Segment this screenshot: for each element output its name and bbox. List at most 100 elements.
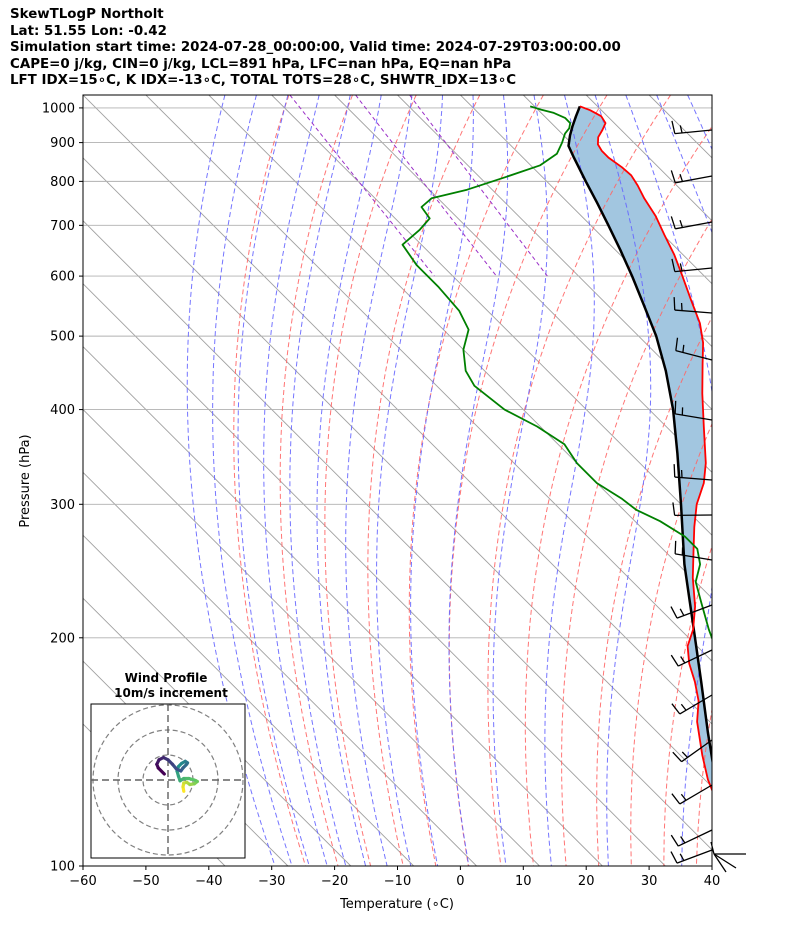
y-tick-label: 600	[50, 270, 75, 285]
y-tick-label: 300	[50, 498, 75, 513]
moist-adiabat-line	[237, 95, 310, 866]
wind-barb	[674, 400, 713, 421]
y-tick-label: 1000	[42, 101, 75, 116]
title-coordinates: Lat: 51.55 Lon: -0.42	[10, 23, 167, 39]
x-tick-label: −30	[258, 874, 285, 889]
isotherm-line	[83, 345, 603, 866]
dewpoint-line	[401, 105, 712, 641]
moist-adiabat-line	[492, 95, 548, 866]
mixing-ratio-line	[289, 95, 435, 277]
dry-adiabat-line	[729, 95, 794, 866]
wind-barb	[670, 216, 713, 230]
cape-shading	[568, 106, 712, 790]
wind-barb	[675, 337, 713, 361]
title-index-line: LFT IDX=15∘C, K IDX=-13∘C, TOTAL TOTS=28…	[10, 73, 517, 88]
hodograph-title: Wind Profile	[125, 671, 208, 685]
dry-adiabat-line	[233, 95, 306, 866]
isotherm-line	[397, 95, 712, 411]
wind-barb	[672, 739, 713, 763]
moist-adiabat-line	[656, 95, 712, 234]
mixing-ratio-lines	[289, 95, 548, 277]
y-axis-label: Pressure (hPa)	[18, 434, 33, 527]
isotherm-line	[83, 408, 540, 866]
y-tick-label: 400	[50, 403, 75, 418]
hodograph-subtitle: 10m/s increment	[114, 686, 228, 700]
y-tick-label: 800	[50, 175, 75, 190]
moist-adiabat-line	[289, 95, 351, 866]
y-tick-label: 500	[50, 330, 75, 345]
mixing-ratio-line	[355, 95, 497, 277]
x-tick-label: 20	[578, 874, 595, 889]
x-tick-label: −40	[195, 874, 222, 889]
dry-adiabat-line	[762, 95, 794, 866]
dry-adiabat-line	[367, 95, 481, 866]
x-tick-label: 40	[704, 874, 721, 889]
y-tick-label: 100	[50, 860, 75, 875]
x-tick-label: −20	[321, 874, 348, 889]
chart-title-block: SkewTLogP Northolt Lat: 51.55 Lon: -0.42…	[10, 7, 621, 90]
wind-barb	[671, 258, 713, 273]
moist-adiabat-line	[448, 95, 509, 866]
isotherm-line	[83, 157, 712, 788]
title-times: Simulation start time: 2024-07-28_00:00:…	[10, 40, 621, 55]
wind-barb	[673, 464, 713, 481]
x-tick-label: −60	[69, 874, 96, 889]
moist-adiabat-line	[345, 95, 413, 866]
moist-adiabat-line	[186, 95, 276, 866]
y-tick-label: 200	[50, 631, 75, 646]
x-tick-label: −10	[384, 874, 411, 889]
dry-adiabat-line	[524, 125, 712, 866]
isotherm-line	[83, 471, 477, 866]
wind-barb	[674, 540, 713, 561]
x-tick-label: 30	[641, 874, 658, 889]
wind-barb	[670, 849, 713, 864]
dry-adiabat-line	[279, 95, 353, 866]
wind-barb	[670, 170, 713, 184]
isotherm-line	[83, 95, 712, 725]
title-station: SkewTLogP Northolt	[10, 7, 164, 22]
mixing-ratio-line	[409, 95, 548, 277]
hodograph-inset: Wind Profile 10m/s increment	[90, 671, 246, 859]
x-tick-label: −50	[132, 874, 159, 889]
moist-adiabat-line	[544, 95, 595, 866]
wind-barb	[670, 829, 713, 847]
moist-adiabat-line	[625, 95, 712, 866]
temperature-line	[579, 105, 712, 793]
moist-adiabat-line	[212, 95, 293, 866]
isotherm-line	[145, 95, 712, 662]
dry-adiabat-line	[324, 95, 417, 866]
wind-barb	[670, 649, 713, 667]
wind-barb	[671, 120, 713, 135]
hodograph-segment	[156, 766, 166, 776]
moist-adiabat-line	[594, 95, 652, 866]
wind-barb	[670, 604, 713, 619]
wind-barb	[671, 694, 713, 715]
dry-adiabat-line	[487, 95, 672, 866]
moist-adiabat-line	[376, 95, 443, 866]
moist-adiabat-line	[410, 95, 474, 866]
isotherm-line	[83, 220, 712, 851]
wind-barb	[671, 784, 713, 805]
moist-adiabat-line	[263, 95, 328, 866]
surface-wind-barb	[710, 841, 746, 873]
dry-adiabat-line	[596, 316, 712, 866]
dry-adiabats	[233, 95, 794, 866]
isotherm-line	[83, 534, 415, 866]
moist-adiabat-line	[750, 95, 794, 866]
title-cape-line: CAPE=0 j/kg, CIN=0 j/kg, LCL=891 hPa, LF…	[10, 56, 512, 72]
moist-adiabats	[186, 95, 794, 866]
isotherm-line	[711, 95, 712, 96]
parcel-path-line	[567, 105, 712, 766]
moist-adiabat-line	[719, 95, 794, 866]
isotherm-line	[334, 95, 712, 474]
wind-barb	[673, 297, 713, 314]
x-tick-label: 0	[456, 874, 464, 889]
dry-adiabat-line	[448, 95, 608, 866]
isotherm-line	[271, 95, 712, 536]
x-axis-label: Temperature (∘C)	[339, 897, 454, 912]
dry-adiabat-line	[408, 95, 544, 866]
isotherm-line	[648, 95, 712, 159]
wind-barb	[672, 502, 713, 516]
y-tick-label: 900	[50, 136, 75, 151]
